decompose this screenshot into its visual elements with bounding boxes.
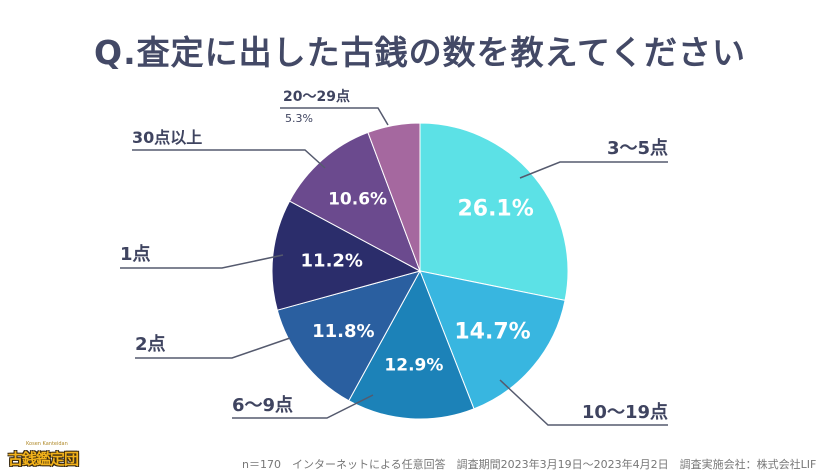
slice-value-label: 12.9% <box>384 356 443 376</box>
slice-category-label: 30点以上 <box>132 128 202 147</box>
pie-slice <box>276 270 422 402</box>
pie-slice <box>419 122 569 302</box>
slice-category-label: 2点 <box>135 333 166 355</box>
brand-logo-subtext: Kosen Kanteidan <box>26 441 68 447</box>
leader-line <box>519 161 668 179</box>
slice-category-label: 1点 <box>120 243 151 265</box>
pie-slices <box>271 122 569 420</box>
slice-value-label: 26.1% <box>457 197 533 222</box>
pie-slice <box>271 200 422 311</box>
leader-line <box>280 107 389 126</box>
slice-category-label: 3〜5点 <box>607 137 668 159</box>
pie-slice <box>288 131 421 273</box>
leader-line <box>232 394 374 419</box>
leader-line <box>135 337 291 359</box>
slice-value-label: 14.7% <box>454 319 530 344</box>
slice-value-label: 11.2% <box>301 251 363 272</box>
leader-line <box>499 379 668 426</box>
leader-line <box>132 149 326 169</box>
leader-lines <box>120 107 668 426</box>
pie-slice <box>367 122 421 272</box>
pie-slice <box>348 269 475 420</box>
slice-value-label: 10.6% <box>328 190 387 210</box>
slice-value-label: 5.3% <box>285 112 313 125</box>
slice-category-label: 6〜9点 <box>232 394 293 416</box>
survey-footnote: n＝170 インターネットによる任意回答 調査期間2023年3月19日〜2023… <box>242 458 817 471</box>
leader-line <box>120 254 284 269</box>
chart-title: Q.査定に出した古銭の数を教えてください <box>94 33 746 72</box>
pie-slice <box>419 270 566 410</box>
slice-category-label: 10〜19点 <box>582 401 668 423</box>
slice-value-label: 11.8% <box>312 321 374 342</box>
data-labels: 26.1% 3〜5点 14.7% 10〜19点 12.9% 6〜9点 11.8% 2点 11.2… <box>120 88 668 423</box>
brand-logo: Kosen Kanteidan 古銭鑑定団 <box>2 440 94 470</box>
slice-category-label: 20〜29点 <box>283 88 350 105</box>
brand-logo-text: 古銭鑑定団 <box>8 450 79 468</box>
